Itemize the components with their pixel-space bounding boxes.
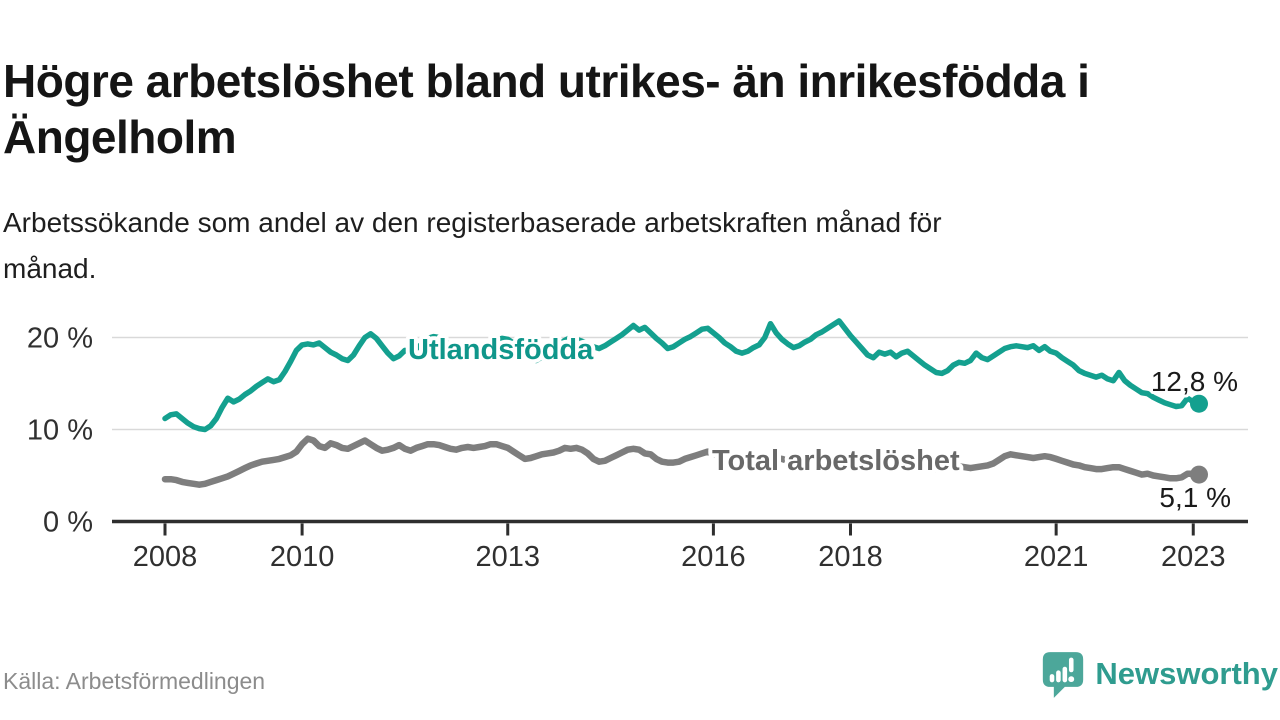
x-tick-label: 2021 [1024,541,1089,573]
subtitle-line-2: månad. [3,253,97,284]
value-label-total-arbetsloshet: 5,1 % [1159,482,1231,513]
series-end-dots [1190,394,1208,484]
x-tick-label: 2023 [1161,541,1226,573]
y-tick-label: 0 % [43,507,93,539]
brand-logo: Newsworthy [1041,646,1278,702]
series-line-total [161,435,1203,488]
end-dot-total [1190,465,1208,484]
x-tick-label: 2016 [681,541,746,573]
title-line-2: Ängelholm [3,110,237,163]
y-axis-labels: 0 % 10 % 20 % [27,323,93,539]
bar-chart-speech-bubble-icon [1043,652,1084,698]
y-tick-label: 10 % [27,415,93,447]
series-lines [161,318,1203,488]
source-note: Källa: Arbetsförmedlingen [3,668,266,694]
page-title: Högre arbetslöshet bland utrikes- än inr… [3,53,1265,165]
subtitle-line-1: Arbetssökande som andel av den registerb… [3,207,942,238]
x-tick-label: 2018 [818,541,883,573]
series-label-utlandsfodda: Utlandsfödda [408,334,594,366]
brand-name: Newsworthy [1095,656,1278,691]
chart-subtitle: Arbetssökande som andel av den registerb… [3,200,1233,292]
gridlines [112,336,1248,431]
x-axis [112,519,1248,536]
series-label-total-arbetsloshet: Total arbetslöshet [712,445,960,477]
x-axis-labels: 2008 2010 2013 2016 2018 2021 2023 [133,541,1226,573]
value-label-utlandsfodda: 12,8 % [1151,366,1238,397]
x-tick-label: 2008 [133,541,198,573]
x-tick-label: 2010 [270,541,335,573]
x-tick-label: 2013 [475,541,540,573]
series-line-utlandsfodda [162,318,1202,433]
title-line-1: Högre arbetslöshet bland utrikes- än inr… [3,54,1090,107]
y-tick-label: 20 % [27,323,93,355]
end-dot-utlandsfodda [1190,394,1208,413]
